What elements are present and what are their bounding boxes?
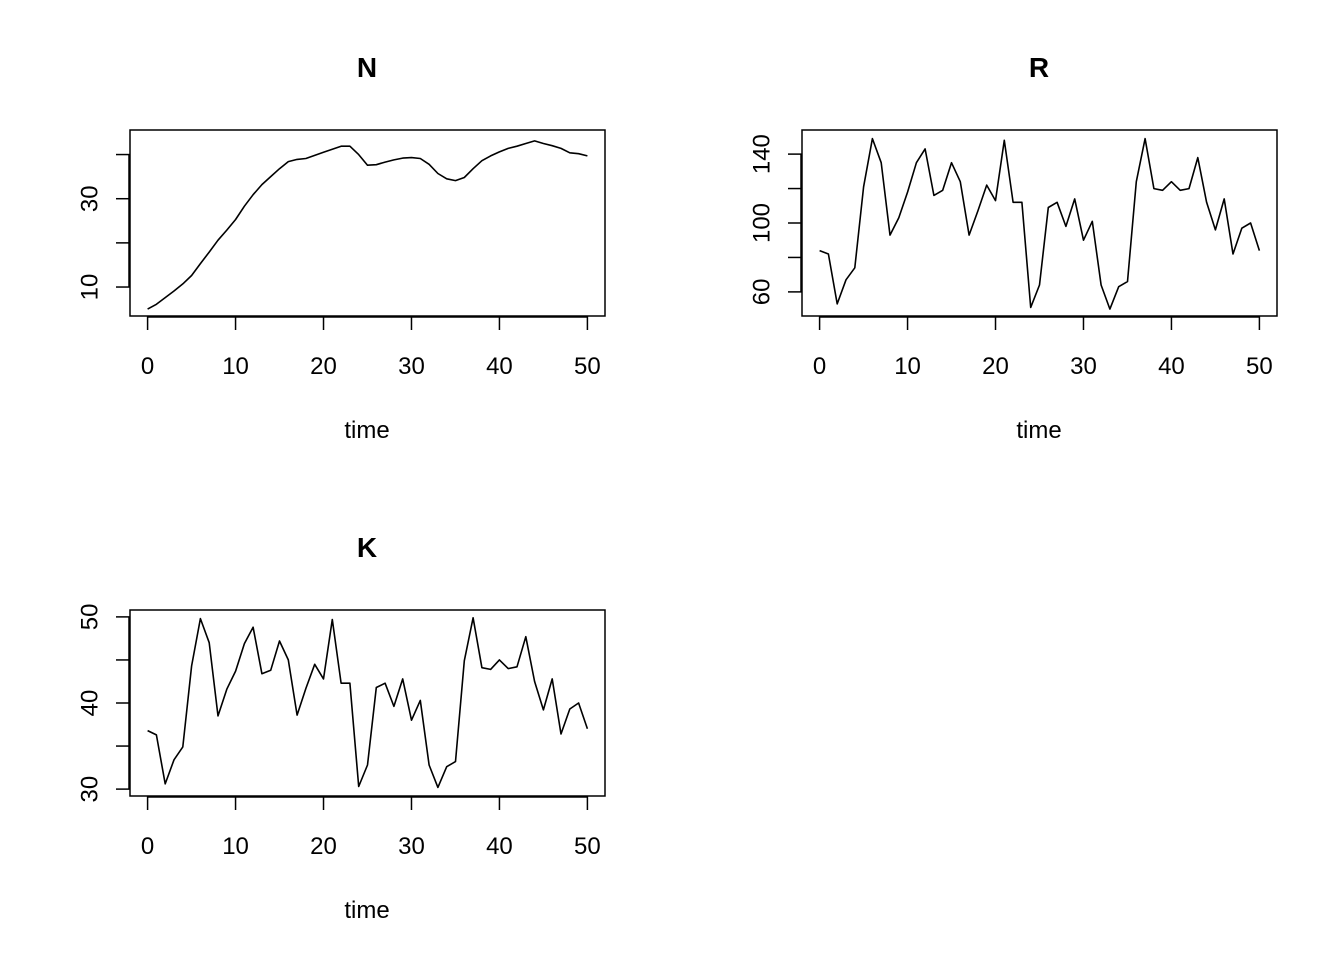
x-tick-label: 50 [574, 353, 601, 380]
x-tick-label: 0 [813, 353, 826, 380]
y-tick-label: 140 [749, 134, 776, 174]
series-line [147, 140, 588, 310]
x-tick-label: 0 [141, 833, 154, 860]
x-tick-label: 50 [1246, 353, 1273, 380]
x-axis-label: time [1016, 417, 1061, 444]
panel-title: R [1029, 52, 1049, 83]
x-tick-label: 10 [222, 833, 249, 860]
y-tick-label: 30 [77, 776, 104, 803]
x-tick-label: 30 [398, 833, 425, 860]
series-line [147, 616, 589, 789]
y-tick-label: 50 [77, 604, 104, 631]
plot-frame [129, 609, 606, 797]
y-tick-label: 30 [77, 185, 104, 212]
panel-n: N time 0 10 20 30 40 50 10 30 [77, 52, 606, 444]
panel-title: N [357, 52, 377, 83]
x-tick-label: 30 [398, 353, 425, 380]
x-axis-label: time [344, 897, 389, 924]
series-line [819, 137, 1261, 310]
y-tick-label: 100 [749, 203, 776, 243]
y-tick-label: 60 [749, 279, 776, 306]
plot-frame [801, 129, 1278, 317]
plot-frame [129, 129, 606, 317]
x-tick-label: 40 [486, 353, 513, 380]
x-tick-label: 50 [574, 833, 601, 860]
y-tick-label: 40 [77, 690, 104, 717]
panel-k: K time 0 10 20 30 40 50 30 40 50 [77, 532, 606, 924]
x-tick-label: 30 [1070, 353, 1097, 380]
panel-r: R time 0 10 20 30 40 50 60 100 140 [749, 52, 1278, 444]
x-tick-label: 10 [222, 353, 249, 380]
x-tick-label: 20 [310, 833, 337, 860]
panel-title: K [357, 532, 377, 563]
x-axis-label: time [344, 417, 389, 444]
x-tick-label: 20 [310, 353, 337, 380]
y-tick-label: 10 [77, 274, 104, 301]
x-tick-label: 10 [894, 353, 921, 380]
x-tick-label: 20 [982, 353, 1009, 380]
x-tick-label: 0 [141, 353, 154, 380]
x-tick-label: 40 [1158, 353, 1185, 380]
x-tick-label: 40 [486, 833, 513, 860]
